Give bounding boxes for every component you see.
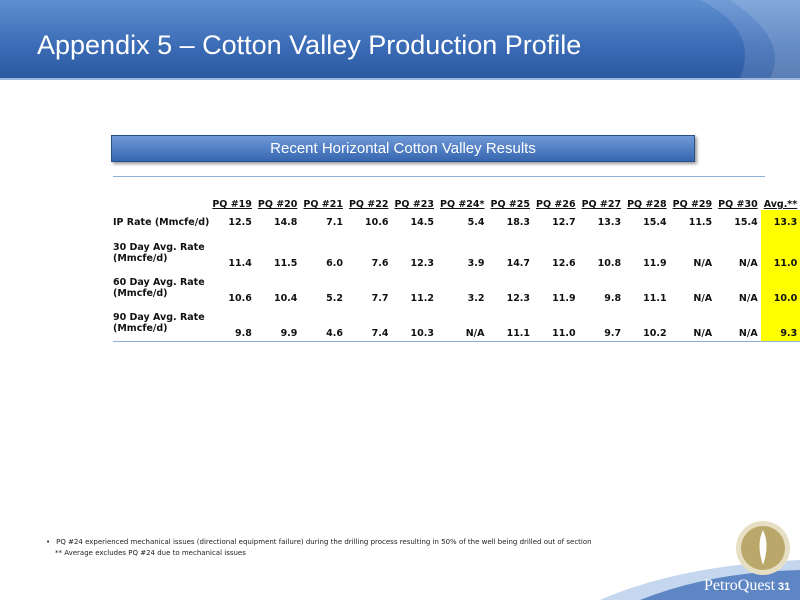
row-label-line: IP Rate (Mmcfe/d) bbox=[113, 216, 210, 228]
table-cell: 13.3 bbox=[760, 210, 800, 236]
row-label-line: (Mmcfe/d) bbox=[113, 322, 168, 334]
table-cell: 11.1 bbox=[487, 306, 534, 342]
table-cell: 11.1 bbox=[643, 293, 667, 304]
table-cell: 10.2 bbox=[624, 306, 670, 342]
table-cell: 13.3 bbox=[597, 216, 622, 228]
table-cell: 7.4 bbox=[345, 306, 392, 342]
slide-title: Appendix 5 – Cotton Valley Production Pr… bbox=[37, 30, 582, 60]
row-label: IP Rate (Mmcfe/d) bbox=[113, 210, 209, 236]
table-cell: 11.9 bbox=[643, 258, 667, 269]
table-cell: 15.4 bbox=[734, 216, 758, 228]
column-header: PQ #19 bbox=[212, 199, 252, 210]
column-header: PQ #27 bbox=[581, 199, 622, 210]
table-cell: 18.3 bbox=[506, 216, 531, 228]
table-cell: 10.4 bbox=[273, 293, 298, 304]
table-cell: 9.9 bbox=[254, 306, 301, 342]
table-cell: 10.3 bbox=[391, 306, 437, 342]
results-table: PQ #19 PQ #20 PQ #21 PQ #22 PQ #23 PQ #24* PQ … bbox=[113, 190, 800, 342]
table-cell: 12.7 bbox=[552, 216, 576, 228]
table-cell: N/A bbox=[669, 306, 716, 342]
table-cell: 9.3 bbox=[760, 306, 800, 342]
table-cell: 7.1 bbox=[326, 216, 343, 228]
row-label-line: (Mmcfe/d) bbox=[113, 287, 168, 299]
column-header: PQ #28 bbox=[627, 199, 667, 210]
table-cell: 11.5 bbox=[273, 258, 298, 269]
footnote: ** Average excludes PQ #24 due to mechan… bbox=[55, 549, 246, 557]
table-cell: 5.4 bbox=[467, 216, 485, 228]
table-caption: Recent Horizontal Cotton Valley Results bbox=[111, 135, 695, 162]
table-cell: N/A bbox=[738, 258, 758, 269]
column-header: PQ #21 bbox=[303, 199, 343, 210]
table-cell: 12.6 bbox=[552, 258, 576, 269]
table-cell: 11.5 bbox=[688, 216, 713, 228]
page-number: 31 bbox=[778, 581, 790, 593]
column-header: PQ #20 bbox=[257, 199, 298, 210]
table-cell: 14.8 bbox=[273, 216, 298, 228]
row-label-line: (Mmcfe/d) bbox=[113, 252, 168, 264]
column-header: PQ #26 bbox=[536, 199, 576, 210]
table-cell: 10.6 bbox=[228, 293, 252, 304]
corner-cell bbox=[113, 190, 209, 210]
column-header: PQ #29 bbox=[672, 199, 713, 210]
table-cell: 9.8 bbox=[209, 306, 255, 342]
row-label: 90 Day Avg. Rate (Mmcfe/d) bbox=[113, 306, 210, 342]
column-header: PQ #22 bbox=[348, 199, 389, 210]
table-cell: N/A bbox=[437, 306, 488, 342]
table-cell: 3.2 bbox=[467, 293, 485, 304]
footnote-text: PQ #24 experienced mechanical issues (di… bbox=[56, 538, 592, 546]
table-cell: 11.0 bbox=[533, 306, 579, 342]
table-cell: 3.9 bbox=[467, 258, 485, 269]
row-label-line: 30 Day Avg. Rate bbox=[113, 241, 205, 253]
table-cell: 11.9 bbox=[552, 293, 576, 304]
header-row: PQ #19 PQ #20 PQ #21 PQ #22 PQ #23 PQ #24* PQ … bbox=[113, 190, 800, 210]
column-header: PQ #25 bbox=[490, 199, 531, 210]
table-row: 90 Day Avg. Rate (Mmcfe/d) 9.8 9.9 4.6 7.4 10.… bbox=[113, 306, 800, 342]
table-cell: 10.8 bbox=[597, 258, 622, 269]
row-label: 60 Day Avg. Rate (Mmcfe/d) bbox=[113, 271, 209, 306]
table-cell: 12.3 bbox=[506, 293, 531, 304]
table-cell: 14.5 bbox=[410, 216, 434, 228]
column-header: PQ #24* bbox=[440, 199, 485, 210]
footnote: • PQ #24 experienced mechanical issues (d… bbox=[46, 538, 592, 546]
table-rule bbox=[113, 176, 765, 177]
footnote-text: ** Average excludes PQ #24 due to mechan… bbox=[55, 549, 246, 557]
table-cell: 10.0 bbox=[760, 271, 800, 306]
table-cell: N/A bbox=[738, 293, 758, 304]
table-cell: 12.3 bbox=[410, 258, 434, 269]
table-cell: 9.8 bbox=[604, 293, 622, 304]
header-band: Appendix 5 – Cotton Valley Production Pr… bbox=[0, 0, 800, 80]
table-cell: 6.0 bbox=[326, 258, 343, 269]
column-header: PQ #30 bbox=[718, 199, 758, 210]
row-label-line: 90 Day Avg. Rate bbox=[113, 311, 205, 323]
column-header: Avg.** bbox=[763, 199, 798, 210]
table-cell: 10.6 bbox=[365, 216, 389, 228]
table-cell: 4.6 bbox=[300, 306, 346, 342]
table-cell: 7.6 bbox=[371, 258, 389, 269]
table-cell: N/A bbox=[693, 293, 713, 304]
column-header: PQ #23 bbox=[394, 199, 434, 210]
table-cell: 12.5 bbox=[228, 216, 252, 228]
table-row: 60 Day Avg. Rate (Mmcfe/d) 10.6 10.4 5.2 7.7 1… bbox=[113, 271, 800, 306]
row-label: 30 Day Avg. Rate (Mmcfe/d) bbox=[113, 236, 209, 271]
table-cell: 5.2 bbox=[326, 293, 343, 304]
table-cell: N/A bbox=[715, 306, 761, 342]
table-cell: N/A bbox=[693, 258, 713, 269]
footer-logo: PetroQuest bbox=[704, 577, 776, 594]
table-cell: 7.7 bbox=[371, 293, 389, 304]
table-cell: 11.2 bbox=[410, 293, 434, 304]
table-row: IP Rate (Mmcfe/d) 12.5 14.8 7.1 10.6 14.5 5.4 1… bbox=[113, 210, 800, 236]
row-label-line: 60 Day Avg. Rate bbox=[113, 276, 205, 288]
table-cell: 14.7 bbox=[506, 258, 531, 269]
header-decor bbox=[700, 0, 800, 78]
table-row: 30 Day Avg. Rate (Mmcfe/d) 11.4 11.5 6.0 7.6 1… bbox=[113, 236, 800, 271]
table-cell: 11.4 bbox=[228, 258, 252, 269]
table-cell: 15.4 bbox=[643, 216, 667, 228]
table-cell: 11.0 bbox=[760, 236, 800, 271]
table-cell: 9.7 bbox=[578, 306, 625, 342]
